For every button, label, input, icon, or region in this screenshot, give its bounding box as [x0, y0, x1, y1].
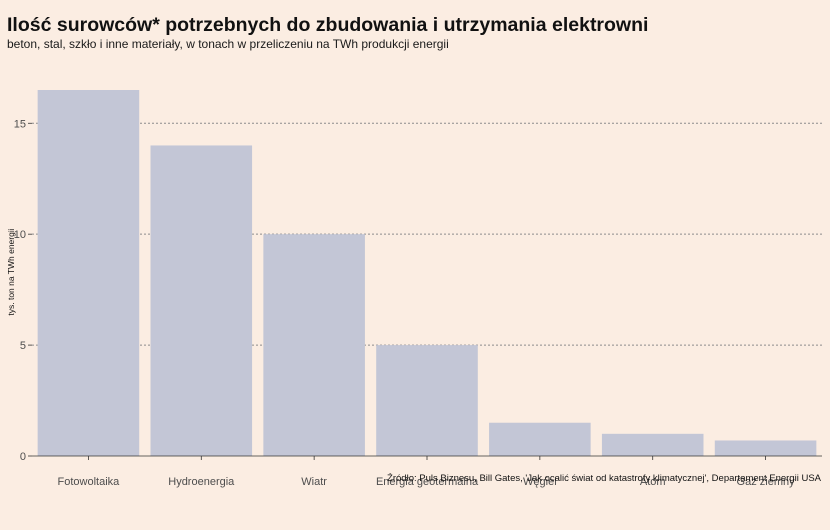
y-tick-label: 10: [14, 229, 26, 241]
y-tick-labels: 0 5 10 15: [14, 118, 32, 463]
x-tick-label: Węgiel: [523, 476, 557, 488]
bar-5: [601, 433, 704, 456]
x-tick-label: Energia geotermalna: [376, 476, 479, 488]
bar-3: [376, 345, 478, 456]
y-tick-label: 15: [14, 118, 26, 130]
x-tick-label: Gaz ziemny: [737, 476, 796, 488]
y-tick-label: 5: [20, 340, 26, 352]
y-tick-label: 0: [20, 451, 26, 463]
x-tick-label: Hydroenergia: [168, 476, 235, 488]
bars: [37, 90, 817, 457]
bar-2: [263, 234, 365, 456]
bar-0: [37, 90, 140, 456]
bar-1: [150, 145, 253, 457]
chart-source-caption: Źródło: Puls Biznesu, Bill Gates, 'Jak o…: [387, 473, 821, 484]
x-tick-label: Fotowoltaika: [58, 476, 121, 488]
y-axis-title: tys. ton na TWh energii: [6, 228, 16, 315]
x-tick-label: Atom: [640, 476, 666, 488]
chart-subtitle: beton, stal, szkło i inne materiały, w t…: [7, 37, 449, 51]
chart-title: Ilość surowców* potrzebnych do zbudowani…: [7, 14, 649, 36]
x-tick-label: Wiatr: [301, 476, 327, 488]
x-tick-labels: Fotowoltaika Hydroenergia Wiatr Energia geo…: [58, 456, 796, 488]
bar-4: [489, 422, 591, 456]
bar-6: [714, 440, 817, 456]
